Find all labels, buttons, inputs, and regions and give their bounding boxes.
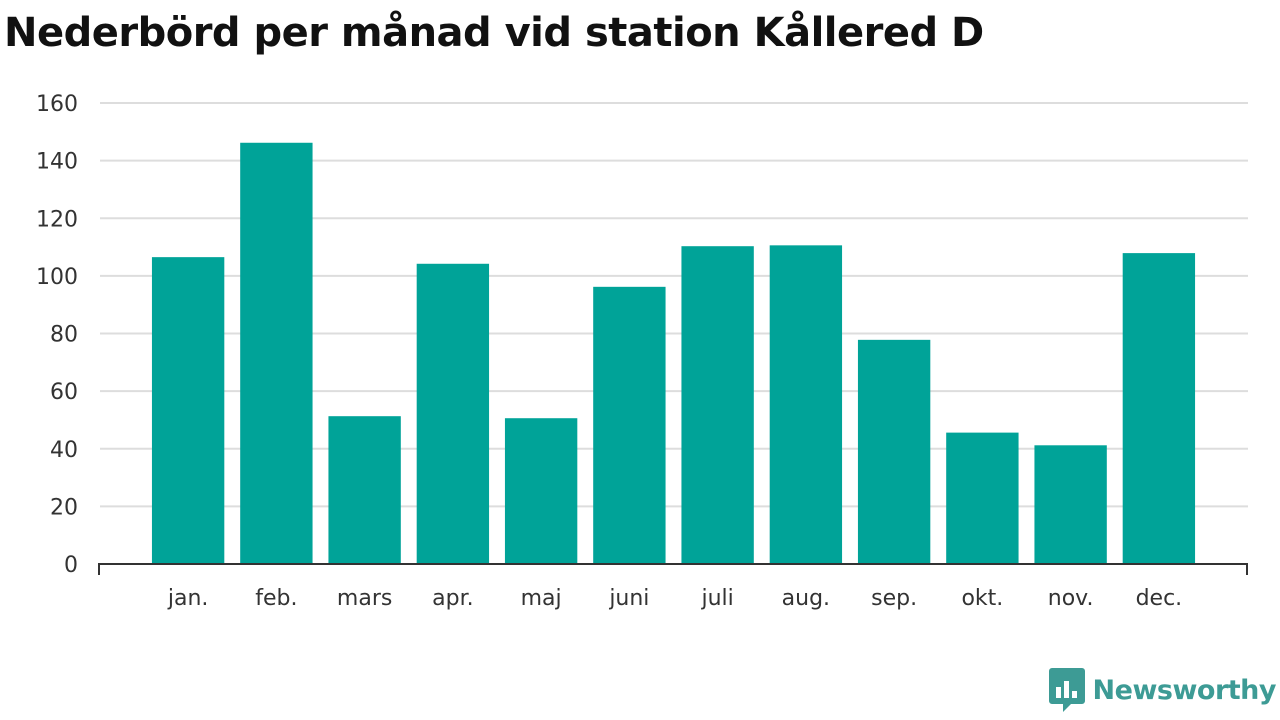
bar-aug (769, 245, 843, 565)
x-tick-label: feb. (255, 586, 297, 611)
x-tick-label: nov. (1048, 586, 1094, 611)
x-axis (98, 563, 1248, 575)
y-tick-label: 20 (50, 495, 78, 520)
y-tick-label: 100 (36, 265, 78, 290)
newsworthy-logo-icon (1048, 668, 1085, 712)
y-tick-label: 160 (36, 92, 78, 117)
y-tick-label: 140 (36, 150, 78, 175)
x-tick-label: juli (700, 586, 733, 611)
bars (151, 142, 1196, 565)
x-tick-label: apr. (432, 586, 473, 611)
brand-name: Newsworthy (1092, 674, 1277, 706)
bar-jan (151, 257, 225, 564)
x-tick-label: juni (608, 586, 649, 611)
x-axis-labels: jan. feb. mars apr. maj juni juli aug. sep. okt. n… (167, 586, 1182, 611)
bar-apr (416, 263, 490, 564)
bar-maj (504, 418, 578, 564)
bar-sep (857, 339, 931, 564)
x-tick-label: sep. (871, 586, 917, 611)
bar-mars (328, 416, 401, 564)
y-tick-label: 120 (36, 207, 78, 232)
bar-juni (593, 286, 666, 564)
y-tick-label: 80 (50, 323, 78, 348)
bar-juli (681, 246, 754, 564)
bar-chart: 0 20 40 60 80 100 120 140 160 jan. feb. mars apr. ma… (36, 92, 1248, 611)
x-tick-label: dec. (1136, 586, 1183, 611)
y-tick-label: 60 (50, 380, 78, 405)
bar-nov (1034, 445, 1107, 564)
bar-feb (240, 142, 313, 565)
x-tick-label: aug. (782, 586, 830, 611)
x-tick-label: jan. (167, 586, 209, 611)
x-tick-label: okt. (961, 586, 1003, 611)
y-tick-label: 0 (64, 553, 78, 578)
bar-okt (946, 432, 1019, 564)
chart-title: Nederbörd per månad vid station Kållered… (4, 10, 984, 56)
y-axis-labels: 0 20 40 60 80 100 120 140 160 (36, 92, 78, 578)
bar-dec (1122, 253, 1196, 564)
x-tick-label: maj (521, 586, 562, 611)
x-tick-label: mars (337, 586, 392, 611)
y-tick-label: 40 (50, 438, 78, 463)
newsworthy-brand: Newsworthy (1048, 668, 1277, 712)
